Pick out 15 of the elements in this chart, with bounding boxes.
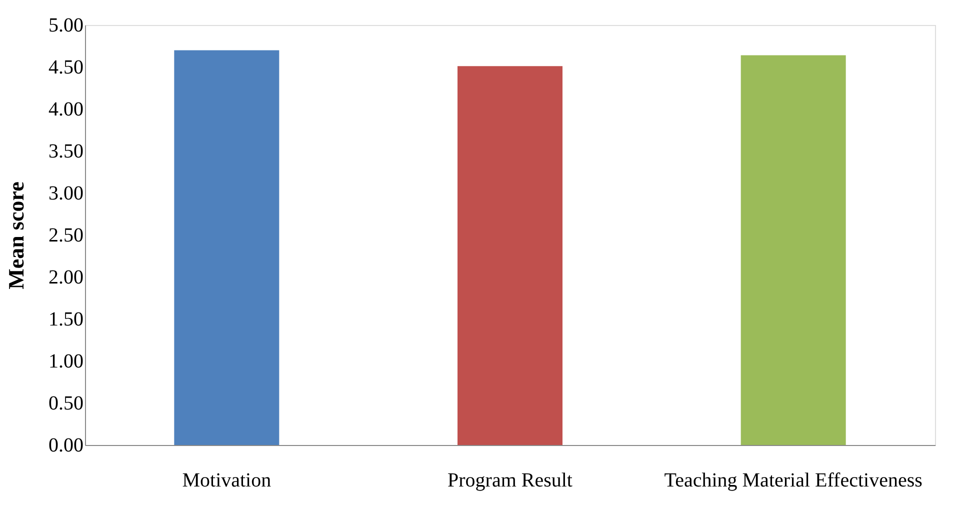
y-tick-label: 1.00 [48, 350, 84, 372]
y-axis-title: Mean score [4, 181, 28, 290]
y-tick-label: 2.00 [48, 266, 84, 288]
x-tick-label: Program Result [448, 470, 573, 492]
y-tick-label: 3.00 [48, 182, 84, 204]
y-tick-label: 4.00 [48, 98, 84, 120]
y-tick-label: 0.50 [48, 392, 84, 414]
x-tick-label: Motivation [182, 470, 272, 492]
x-tick-label: Teaching Material Effectiveness [664, 470, 923, 492]
y-tick-label: 4.50 [48, 56, 84, 78]
y-tick-label: 3.50 [48, 140, 84, 162]
y-tick-label: 1.50 [48, 308, 84, 330]
y-tick-label: 5.00 [48, 14, 84, 36]
y-tick-label: 2.50 [48, 224, 84, 246]
y-tick-label: 0.00 [48, 434, 84, 456]
